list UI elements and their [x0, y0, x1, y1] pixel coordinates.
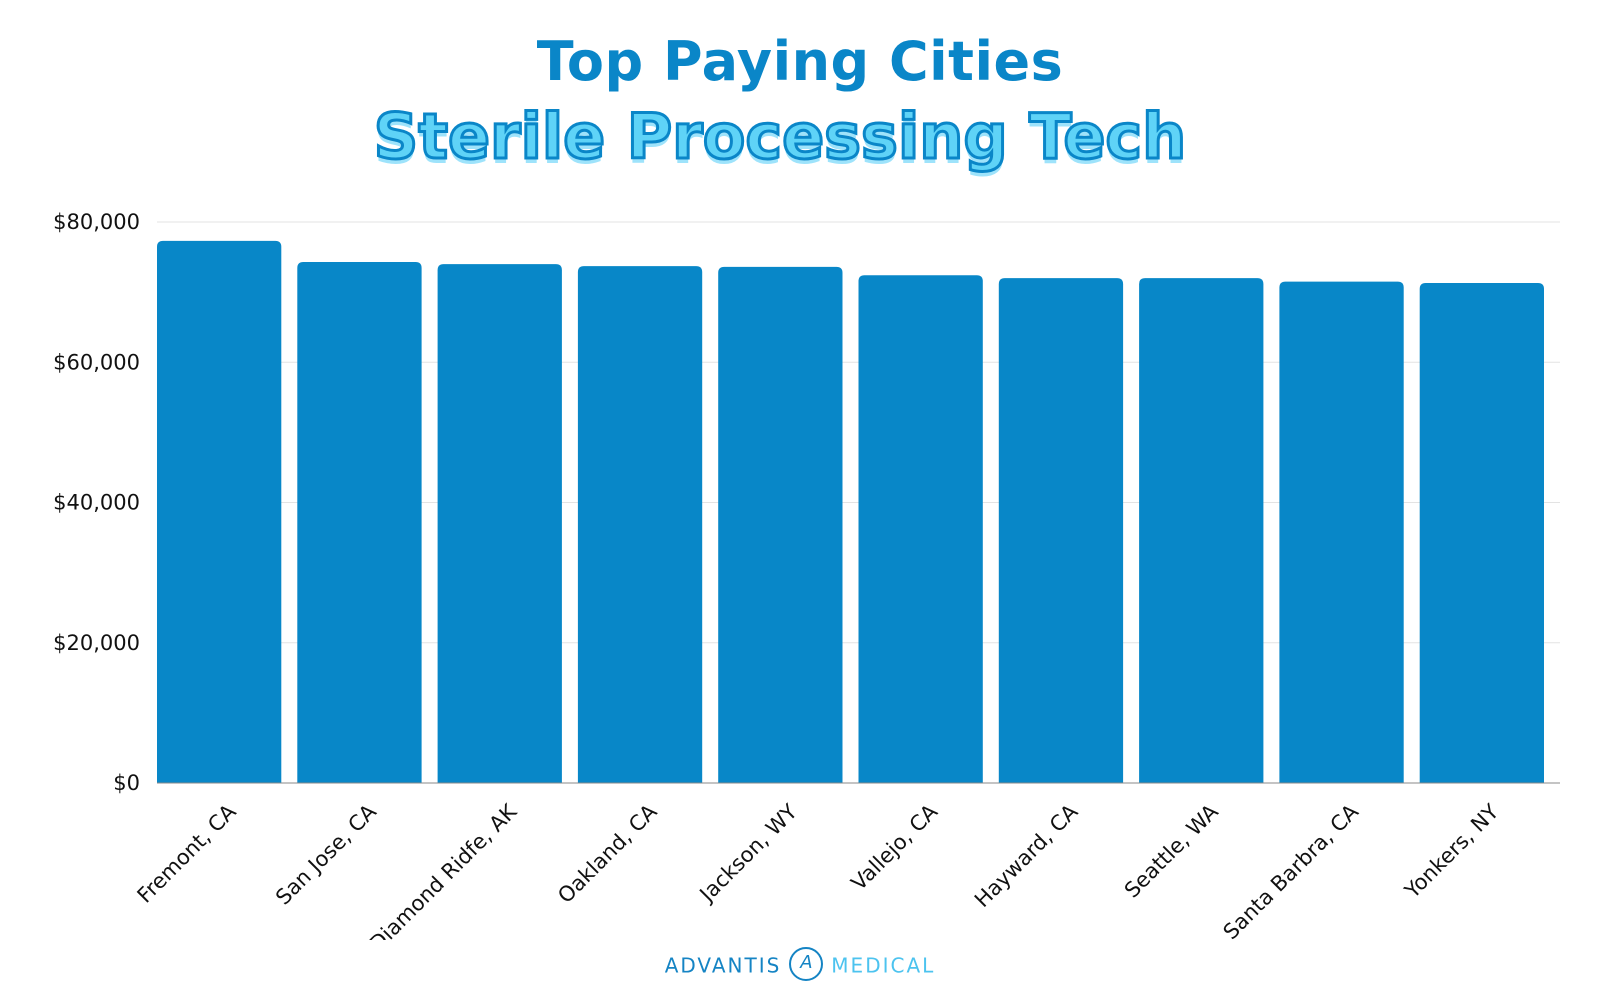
y-tick-label: $40,000 — [53, 491, 140, 515]
bar — [718, 266, 843, 783]
y-tick-label: $80,000 — [53, 210, 140, 234]
footer-brand: ADVANTIS A MEDICAL — [0, 947, 1600, 984]
bar — [157, 240, 282, 784]
bar-chart: $0 $20,000 $40,000 $60,000 $80,000 Fremont, … — [53, 210, 1560, 940]
brand-name-left: ADVANTIS — [664, 953, 782, 978]
x-category-label: Seattle, WA — [1120, 799, 1223, 902]
bars — [157, 240, 1544, 784]
x-category-label: Santa Barbra, CA — [1219, 799, 1364, 940]
chart-title: Top Paying Cities — [536, 30, 1064, 93]
bar — [1279, 281, 1404, 783]
x-category-label: Yonkers, NY — [1399, 799, 1503, 903]
x-category-label: Fremont, CA — [133, 799, 242, 908]
bar — [1139, 278, 1264, 783]
x-category-label: Diamond Ridfe, AK — [365, 799, 522, 940]
bar — [437, 264, 562, 783]
x-category-label: San Jose, CA — [271, 799, 381, 909]
advantis-logo-icon: A — [789, 947, 824, 981]
y-axis-ticks: $0 $20,000 $40,000 $60,000 $80,000 — [53, 210, 140, 795]
bar — [1419, 283, 1544, 783]
bar — [297, 261, 422, 783]
bar — [998, 278, 1124, 783]
bar — [858, 275, 983, 783]
chart-subtitle: Sterile Processing Tech — [372, 99, 1188, 175]
x-category-label: Oakland, CA — [553, 799, 662, 908]
y-tick-label: $0 — [113, 771, 140, 795]
x-category-label: Vallejo, CA — [847, 799, 943, 895]
y-tick-label: $20,000 — [53, 631, 140, 655]
x-category-label: Jackson, WY — [694, 799, 802, 907]
y-tick-label: $60,000 — [53, 350, 140, 374]
x-category-label: Hayward, CA — [970, 799, 1083, 912]
bar — [577, 266, 703, 784]
brand-name-right: MEDICAL — [831, 953, 936, 978]
